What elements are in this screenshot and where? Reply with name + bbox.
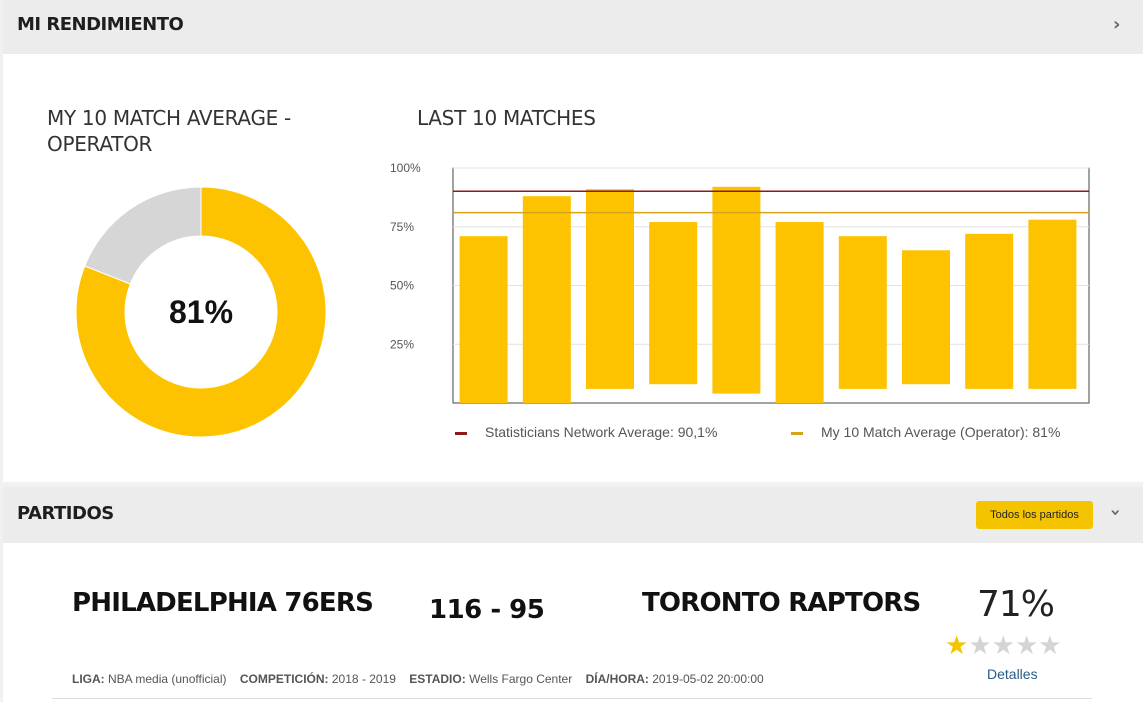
star-icon: ★ bbox=[1038, 630, 1062, 660]
details-link[interactable]: Detalles bbox=[987, 666, 1038, 682]
bar bbox=[838, 236, 887, 389]
row-divider bbox=[52, 698, 1092, 699]
bar bbox=[586, 189, 634, 389]
average-value: 81% bbox=[168, 293, 234, 330]
star-icon: ★ bbox=[1014, 630, 1039, 660]
meta-competition: COMPETICIÓN: 2018 - 2019 bbox=[239, 672, 396, 686]
last-matches-title: LAST 10 MATCHES bbox=[417, 106, 596, 130]
star-icon: ★ bbox=[968, 630, 992, 660]
average-donut-chart: 81% bbox=[75, 186, 327, 438]
bar bbox=[649, 222, 698, 385]
star-icon: ★ bbox=[991, 630, 1015, 660]
meta-league: LIGA: NBA media (unofficial) bbox=[72, 672, 227, 686]
rating-stars: ★★★★★ bbox=[945, 632, 1062, 658]
match-score: 116 - 95 bbox=[429, 595, 545, 625]
bar bbox=[965, 233, 1014, 389]
matches-header[interactable]: PARTIDOS › bbox=[3, 487, 1143, 543]
away-team: TORONTO RAPTORS bbox=[642, 588, 921, 618]
bar bbox=[712, 186, 761, 394]
meta-datetime: DÍA/HORA: 2019-05-02 20:00:00 bbox=[585, 672, 764, 686]
all-matches-button[interactable]: Todos los partidos bbox=[976, 501, 1093, 529]
matches-title: PARTIDOS bbox=[17, 503, 114, 524]
y-tick-label: 75% bbox=[390, 220, 414, 234]
meta-stadium: ESTADIO: Wells Fargo Center bbox=[409, 672, 573, 686]
bar bbox=[902, 250, 950, 385]
legend-average: My 10 Match Average (Operator): 81% bbox=[791, 424, 1060, 440]
donut-value-slice bbox=[75, 186, 327, 438]
last-matches-chart: 100% 75% 50% 25% bbox=[390, 161, 1090, 404]
y-tick-label: 25% bbox=[390, 337, 414, 351]
legend-average-label: My 10 Match Average (Operator): 81% bbox=[821, 424, 1061, 440]
performance-title: MI RENDIMIENTO bbox=[17, 14, 184, 35]
match-meta: LIGA: NBA media (unofficial) COMPETICIÓN… bbox=[72, 672, 774, 686]
y-tick-label: 50% bbox=[390, 279, 414, 293]
bar bbox=[1028, 219, 1077, 389]
chevron-right-icon[interactable]: › bbox=[1113, 14, 1121, 35]
bar bbox=[522, 196, 571, 403]
donut-remainder-slice bbox=[84, 186, 202, 285]
legend-average-swatch bbox=[791, 431, 803, 435]
match-percentage: 71% bbox=[977, 584, 1055, 625]
star-icon: ★ bbox=[945, 630, 969, 660]
home-team: PHILADELPHIA 76ERS bbox=[72, 588, 374, 618]
matches-panel bbox=[3, 543, 1143, 702]
chevron-down-icon[interactable]: › bbox=[1105, 508, 1127, 517]
bar bbox=[775, 222, 824, 403]
performance-header[interactable]: MI RENDIMIENTO › bbox=[3, 0, 1143, 54]
avg-title: MY 10 MATCH AVERAGE - OPERATOR bbox=[47, 106, 291, 156]
legend-network-label: Statisticians Network Average: 90,1% bbox=[485, 424, 718, 440]
bar bbox=[459, 236, 508, 403]
y-tick-label: 100% bbox=[390, 161, 421, 175]
legend-network-swatch bbox=[455, 431, 467, 435]
legend-network: Statisticians Network Average: 90,1% bbox=[455, 424, 717, 440]
